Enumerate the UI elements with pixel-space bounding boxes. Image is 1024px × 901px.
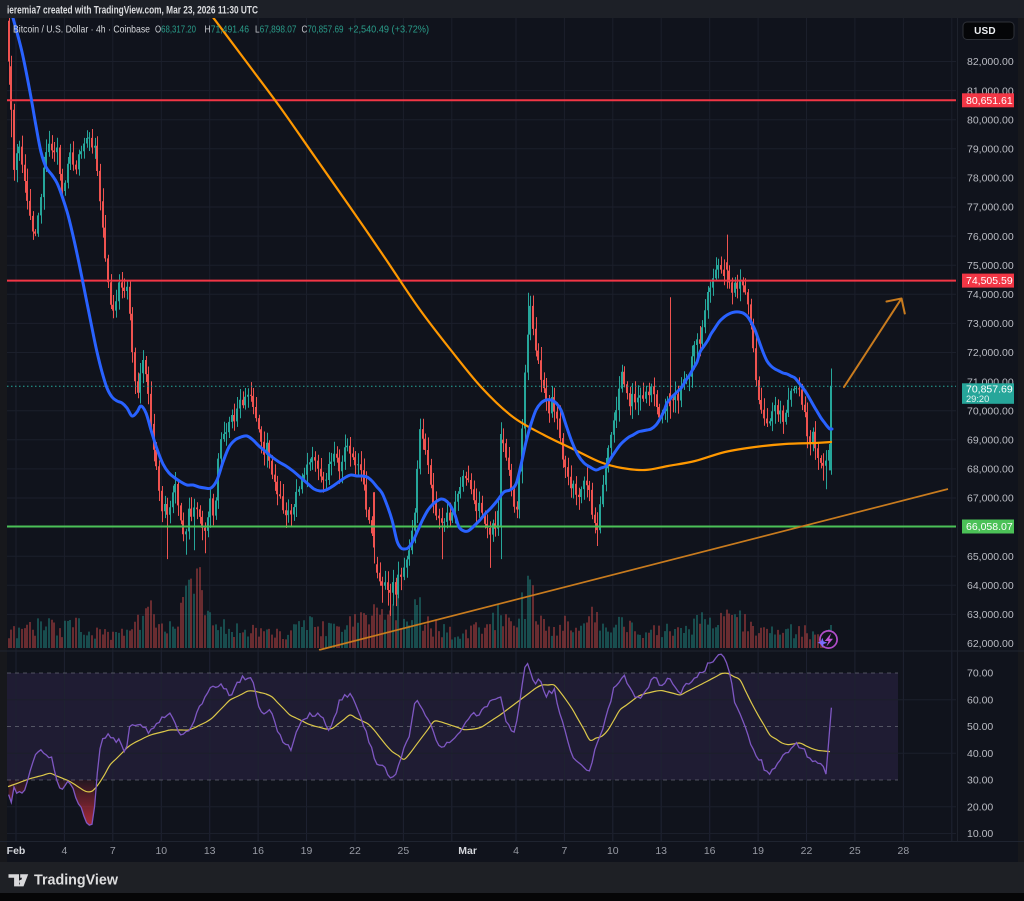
- svg-text:80,000.00: 80,000.00: [967, 114, 1014, 126]
- svg-text:72,000.00: 72,000.00: [967, 347, 1014, 359]
- svg-text:64,000.00: 64,000.00: [967, 580, 1014, 592]
- svg-text:H71,491.46: H71,491.46: [205, 24, 250, 36]
- svg-text:29:20: 29:20: [966, 394, 989, 404]
- svg-text:63,000.00: 63,000.00: [967, 609, 1014, 621]
- svg-text:Mar: Mar: [458, 845, 477, 857]
- svg-text:C70,857.69: C70,857.69: [302, 24, 344, 36]
- svg-text:Feb: Feb: [7, 845, 26, 857]
- svg-text:19: 19: [752, 845, 764, 857]
- svg-text:ieremia7 created with TradingV: ieremia7 created with TradingView.com, M…: [7, 5, 258, 17]
- svg-text:L67,898.07: L67,898.07: [255, 24, 297, 36]
- svg-text:73,000.00: 73,000.00: [967, 318, 1014, 330]
- svg-text:25: 25: [398, 845, 410, 857]
- svg-text:19: 19: [301, 845, 313, 857]
- svg-text:13: 13: [204, 845, 216, 857]
- svg-text:74,000.00: 74,000.00: [967, 289, 1014, 301]
- svg-text:65,000.00: 65,000.00: [967, 551, 1014, 563]
- svg-text:77,000.00: 77,000.00: [967, 202, 1014, 214]
- svg-text:Bitcoin / U.S. Dollar · 4h · C: Bitcoin / U.S. Dollar · 4h · Coinbase: [13, 24, 150, 36]
- svg-text:20.00: 20.00: [967, 802, 993, 814]
- svg-text:62,000.00: 62,000.00: [967, 638, 1014, 650]
- svg-text:25: 25: [849, 845, 861, 857]
- svg-text:16: 16: [252, 845, 264, 857]
- svg-text:4: 4: [61, 845, 67, 857]
- svg-text:O68,317.20: O68,317.20: [155, 24, 196, 36]
- svg-text:USD: USD: [974, 26, 996, 37]
- svg-text:75,000.00: 75,000.00: [967, 260, 1014, 272]
- svg-text:66,058.07: 66,058.07: [966, 521, 1013, 533]
- svg-text:16: 16: [704, 845, 716, 857]
- svg-text:68,000.00: 68,000.00: [967, 464, 1014, 476]
- svg-text:70,857.69: 70,857.69: [966, 384, 1013, 396]
- svg-text:13: 13: [655, 845, 667, 857]
- svg-text:74,505.59: 74,505.59: [966, 275, 1013, 287]
- svg-text:78,000.00: 78,000.00: [967, 173, 1014, 185]
- svg-text:60.00: 60.00: [967, 695, 993, 707]
- svg-text:80,651.61: 80,651.61: [966, 95, 1013, 107]
- svg-text:79,000.00: 79,000.00: [967, 144, 1014, 156]
- svg-text:4: 4: [513, 845, 519, 857]
- svg-text:7: 7: [110, 845, 116, 857]
- svg-text:76,000.00: 76,000.00: [967, 231, 1014, 243]
- svg-text:40.00: 40.00: [967, 748, 993, 760]
- svg-text:70.00: 70.00: [967, 668, 993, 680]
- svg-text:30.00: 30.00: [967, 775, 993, 787]
- svg-text:22: 22: [349, 845, 361, 857]
- svg-text:7: 7: [561, 845, 567, 857]
- svg-text:10.00: 10.00: [967, 828, 993, 840]
- svg-text:10: 10: [607, 845, 619, 857]
- svg-text:10: 10: [155, 845, 167, 857]
- svg-text:50.00: 50.00: [967, 721, 993, 733]
- svg-text:TradingView: TradingView: [34, 873, 119, 889]
- svg-text:28: 28: [898, 845, 910, 857]
- svg-text:69,000.00: 69,000.00: [967, 435, 1014, 447]
- svg-text:82,000.00: 82,000.00: [967, 56, 1014, 68]
- svg-text:+2,540.49 (+3.72%): +2,540.49 (+3.72%): [348, 24, 429, 36]
- svg-text:22: 22: [801, 845, 813, 857]
- svg-text:67,000.00: 67,000.00: [967, 493, 1014, 505]
- svg-text:70,000.00: 70,000.00: [967, 405, 1014, 417]
